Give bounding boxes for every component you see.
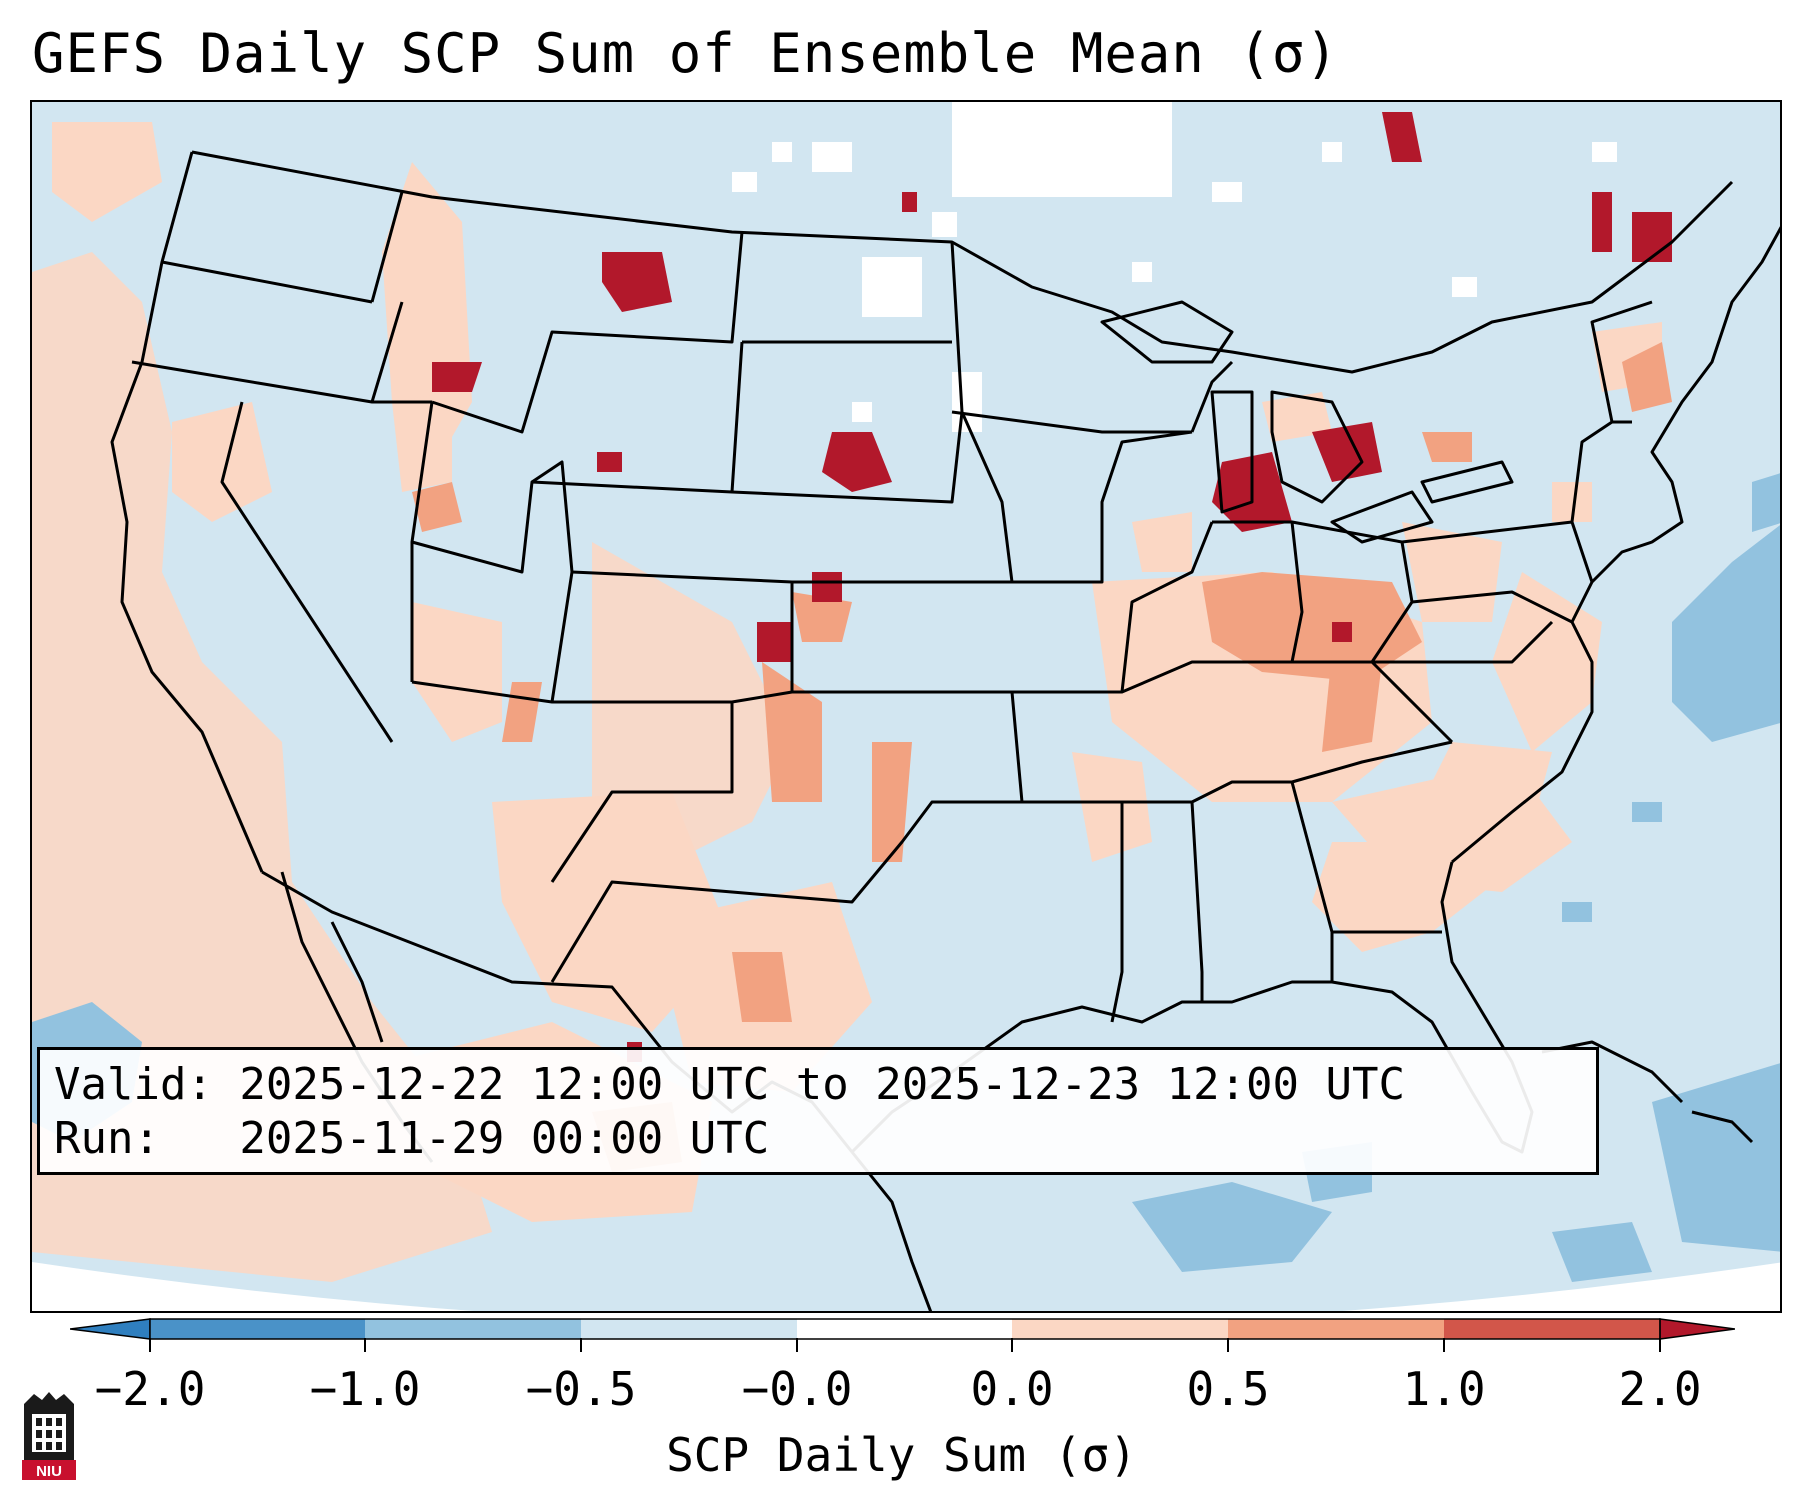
colorbar-tick-label: −0.0 — [741, 1362, 853, 1416]
colorbar-tick — [364, 1338, 366, 1352]
colorbar-segment-5 — [1012, 1319, 1228, 1339]
scp-map — [30, 100, 1782, 1313]
negative-areas — [32, 473, 1780, 1282]
colorbar-tick-label: −2.0 — [94, 1362, 206, 1416]
colorbar-extend-high — [1659, 1318, 1735, 1340]
colorbar-tick-label: 2.0 — [1618, 1362, 1702, 1416]
valid-time-text: Valid: 2025-12-22 12:00 UTC to 2025-12-2… — [54, 1059, 1406, 1110]
logo-text: NIU — [36, 1463, 62, 1480]
colorbar-tick — [1443, 1338, 1445, 1352]
colorbar — [70, 1318, 1735, 1340]
colorbar-segment-7 — [1444, 1319, 1660, 1339]
niu-logo: NIU — [22, 1392, 76, 1480]
map-canvas — [32, 102, 1780, 1311]
colorbar-tick — [1659, 1338, 1661, 1352]
colorbar-segment-2 — [365, 1319, 581, 1339]
colorbar-tick-label: 0.0 — [970, 1362, 1054, 1416]
colorbar-tick — [1227, 1338, 1229, 1352]
strong-positive-areas — [432, 112, 1672, 1062]
colorbar-segment-1 — [150, 1319, 365, 1339]
colorbar-label: SCP Daily Sum (σ) — [666, 1428, 1137, 1482]
colorbar-tick-label: 1.0 — [1402, 1362, 1486, 1416]
colorbar-tick — [796, 1338, 798, 1352]
colorbar-extend-low — [70, 1318, 151, 1340]
colorbar-tick-label: −0.5 — [525, 1362, 637, 1416]
colorbar-segment-6 — [1228, 1319, 1444, 1339]
colorbar-tick-label: 0.5 — [1186, 1362, 1270, 1416]
colorbar-segment-4 — [797, 1319, 1012, 1339]
near-zero-cells — [732, 102, 1617, 432]
colorbar-outline — [149, 1318, 1661, 1340]
colorbar-tick-label: −1.0 — [309, 1362, 421, 1416]
map-title: GEFS Daily SCP Sum of Ensemble Mean (σ) — [32, 22, 1339, 85]
colorbar-tick — [1011, 1338, 1013, 1352]
run-time-text: Run: 2025-11-29 00:00 UTC — [54, 1113, 770, 1164]
boundaries — [110, 150, 1780, 1311]
colorbar-tick — [149, 1338, 151, 1352]
valid-run-infobox: Valid: 2025-12-22 12:00 UTC to 2025-12-2… — [37, 1047, 1599, 1175]
colorbar-tick — [580, 1338, 582, 1352]
colorbar-segment-3 — [581, 1319, 797, 1339]
